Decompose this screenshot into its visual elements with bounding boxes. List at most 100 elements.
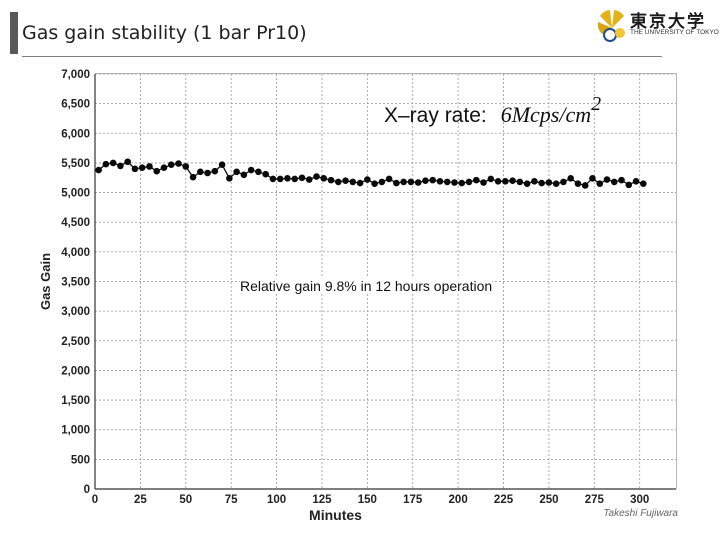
data-point bbox=[153, 167, 161, 175]
data-point bbox=[334, 178, 342, 186]
data-point bbox=[494, 178, 502, 185]
xray-rate-exponent: 2 bbox=[591, 93, 602, 115]
relative-gain-note: Relative gain 9.8% in 12 hours operation bbox=[240, 278, 493, 294]
x-tick-label: 100 bbox=[267, 494, 286, 506]
y-tick-label: 3,000 bbox=[61, 306, 90, 318]
x-tick-label: 200 bbox=[449, 494, 468, 506]
y-tick-label: 5,500 bbox=[61, 158, 90, 170]
x-tick-label: 300 bbox=[630, 494, 649, 506]
data-point bbox=[538, 179, 545, 187]
x-tick-label: 275 bbox=[585, 494, 605, 506]
data-point bbox=[305, 176, 313, 183]
data-point bbox=[167, 161, 175, 169]
data-point bbox=[589, 175, 596, 182]
data-point bbox=[610, 178, 618, 186]
y-tick-label: 7,000 bbox=[61, 69, 90, 81]
data-point bbox=[552, 180, 560, 187]
data-point bbox=[523, 180, 531, 187]
data-point bbox=[95, 166, 102, 174]
data-point bbox=[240, 171, 248, 179]
data-point bbox=[327, 176, 335, 184]
title-divider bbox=[22, 56, 662, 57]
data-point bbox=[182, 163, 190, 170]
data-point bbox=[189, 173, 197, 181]
university-logo: 東京大学 THE UNIVERSITY OF TOKYO bbox=[596, 8, 719, 44]
y-tick-label: 2,500 bbox=[61, 336, 90, 348]
data-point bbox=[480, 179, 487, 186]
x-tick-label: 150 bbox=[358, 494, 377, 506]
data-point bbox=[443, 178, 451, 186]
data-point bbox=[284, 175, 291, 182]
data-point bbox=[313, 173, 320, 180]
y-tick-label: 1,000 bbox=[61, 425, 90, 437]
data-point bbox=[603, 176, 611, 183]
data-point bbox=[472, 176, 480, 184]
data-point bbox=[458, 179, 466, 187]
slide-title: Gas gain stability (1 bar Pr10) bbox=[22, 22, 307, 44]
data-point bbox=[138, 164, 146, 171]
xray-rate-value: 6Mcps/cm bbox=[500, 102, 592, 127]
data-point bbox=[109, 159, 117, 167]
x-tick-label: 175 bbox=[403, 494, 423, 506]
logo-en-name: THE UNIVERSITY OF TOKYO bbox=[630, 29, 719, 36]
title-accent-bar bbox=[10, 12, 18, 54]
data-point bbox=[574, 180, 582, 187]
y-tick-label: 2,000 bbox=[61, 365, 90, 377]
data-point bbox=[204, 169, 211, 177]
data-point bbox=[451, 179, 458, 186]
data-point bbox=[356, 179, 364, 187]
x-tick-label: 250 bbox=[539, 494, 558, 506]
data-point bbox=[429, 176, 437, 184]
data-point bbox=[414, 179, 422, 186]
data-point bbox=[131, 165, 139, 173]
data-point bbox=[197, 168, 204, 176]
data-point bbox=[349, 178, 357, 186]
data-point bbox=[247, 166, 255, 174]
y-tick-label: 500 bbox=[71, 454, 90, 466]
data-point bbox=[567, 175, 574, 182]
data-point bbox=[255, 168, 262, 176]
x-tick-label: 25 bbox=[134, 494, 147, 506]
x-tick-label: 75 bbox=[225, 494, 238, 506]
y-tick-label: 3,500 bbox=[61, 277, 90, 289]
data-point bbox=[124, 158, 131, 166]
y-tick-label: 4,500 bbox=[61, 217, 90, 229]
data-point bbox=[385, 175, 393, 183]
y-tick-label: 4,000 bbox=[61, 247, 90, 259]
data-point bbox=[531, 178, 538, 185]
data-point bbox=[218, 161, 226, 169]
data-point bbox=[545, 179, 553, 186]
y-tick-label: 5,000 bbox=[61, 188, 90, 200]
data-point bbox=[560, 178, 567, 186]
xray-rate-label: X–ray rate: bbox=[384, 104, 487, 127]
data-point bbox=[262, 170, 269, 178]
author-footer: Takeshi Fujiwara bbox=[603, 508, 678, 519]
data-point bbox=[226, 175, 233, 182]
data-point bbox=[211, 167, 219, 175]
x-axis-label: Minutes bbox=[309, 507, 362, 523]
data-point bbox=[276, 175, 284, 183]
data-point bbox=[502, 178, 509, 185]
xray-rate-annotation: X–ray rate: 6Mcps/cm2 bbox=[384, 93, 601, 128]
data-point bbox=[320, 175, 328, 182]
data-point bbox=[364, 176, 371, 183]
x-tick-label: 0 bbox=[92, 494, 98, 506]
ginkgo-leaf-icon bbox=[597, 10, 625, 42]
x-tick-label: 225 bbox=[494, 494, 514, 506]
data-point bbox=[371, 180, 378, 187]
data-point bbox=[632, 178, 640, 185]
data-point bbox=[291, 175, 299, 183]
data-point bbox=[581, 182, 589, 189]
logo-jp-name: 東京大学 bbox=[630, 12, 706, 32]
y-tick-label: 6,000 bbox=[61, 128, 90, 140]
data-point bbox=[233, 168, 240, 176]
data-point bbox=[117, 162, 124, 170]
x-tick-label: 125 bbox=[312, 494, 332, 506]
data-point bbox=[465, 178, 473, 186]
y-axis-label: Gas Gain bbox=[38, 253, 53, 310]
data-point bbox=[625, 181, 633, 189]
data-point bbox=[269, 175, 277, 183]
data-point bbox=[175, 160, 182, 167]
data-point bbox=[640, 180, 647, 187]
